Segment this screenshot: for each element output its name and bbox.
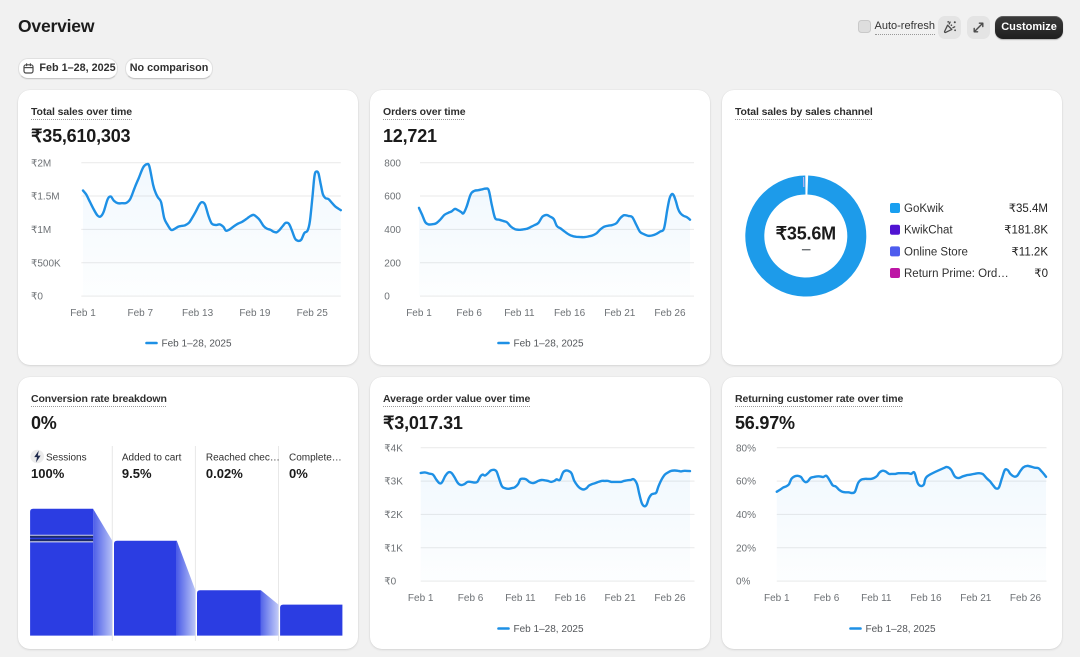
svg-text:Feb 16: Feb 16 [910, 593, 942, 604]
svg-text:₹2K: ₹2K [384, 510, 403, 521]
svg-text:Feb 6: Feb 6 [814, 593, 840, 604]
svg-text:20%: 20% [736, 543, 756, 554]
svg-text:60%: 60% [736, 477, 756, 488]
svg-text:100%: 100% [31, 466, 65, 481]
svg-text:₹11.2K: ₹11.2K [1011, 246, 1048, 258]
svg-text:₹0: ₹0 [31, 292, 43, 303]
svg-text:Feb 13: Feb 13 [182, 308, 214, 319]
svg-text:Feb 11: Feb 11 [504, 308, 535, 319]
svg-text:Feb 6: Feb 6 [456, 308, 482, 319]
svg-text:Online Store: Online Store [904, 246, 968, 258]
svg-text:Feb 26: Feb 26 [1010, 593, 1042, 604]
svg-text:Feb 11: Feb 11 [505, 593, 536, 604]
svg-text:Feb 1–28, 2025: Feb 1–28, 2025 [866, 624, 936, 635]
svg-text:Feb 1: Feb 1 [70, 308, 96, 319]
svg-text:Feb 26: Feb 26 [654, 593, 686, 604]
svg-text:Feb 21: Feb 21 [605, 593, 637, 604]
svg-text:Feb 1–28, 2025: Feb 1–28, 2025 [514, 624, 584, 635]
svg-text:Feb 1: Feb 1 [764, 593, 790, 604]
svg-text:Complete…: Complete… [289, 453, 342, 464]
svg-text:₹1M: ₹1M [31, 225, 51, 236]
svg-text:Feb 1–28, 2025: Feb 1–28, 2025 [514, 339, 584, 350]
svg-text:400: 400 [384, 225, 401, 236]
svg-text:₹0: ₹0 [1034, 268, 1048, 280]
svg-text:₹1K: ₹1K [384, 543, 403, 554]
svg-text:800: 800 [384, 158, 401, 169]
svg-text:₹4K: ₹4K [384, 443, 403, 454]
svg-text:Feb 26: Feb 26 [654, 308, 686, 319]
svg-text:Feb 25: Feb 25 [297, 308, 329, 319]
svg-text:Feb 21: Feb 21 [604, 308, 636, 319]
svg-text:₹2M: ₹2M [31, 158, 51, 169]
svg-text:Feb 19: Feb 19 [239, 308, 271, 319]
svg-text:Feb 11: Feb 11 [861, 593, 892, 604]
svg-text:Feb 1: Feb 1 [408, 593, 434, 604]
svg-text:Feb 1: Feb 1 [406, 308, 432, 319]
svg-text:0.02%: 0.02% [206, 466, 243, 481]
svg-text:Feb 1–28, 2025: Feb 1–28, 2025 [162, 339, 232, 350]
svg-text:Feb 7: Feb 7 [128, 308, 154, 319]
svg-text:600: 600 [384, 192, 401, 203]
svg-text:40%: 40% [736, 510, 756, 521]
svg-text:0%: 0% [736, 577, 751, 588]
svg-text:9.5%: 9.5% [122, 466, 152, 481]
svg-text:0%: 0% [289, 466, 308, 481]
svg-text:₹1.5M: ₹1.5M [31, 192, 60, 203]
svg-text:200: 200 [384, 258, 401, 269]
svg-text:₹35.6M: ₹35.6M [776, 224, 836, 244]
svg-text:KwikChat: KwikChat [904, 225, 953, 237]
svg-text:₹500K: ₹500K [31, 258, 61, 269]
svg-text:GoKwik: GoKwik [904, 203, 944, 215]
svg-text:₹3K: ₹3K [384, 477, 403, 488]
svg-text:0: 0 [384, 292, 390, 303]
svg-text:Reached chec…: Reached chec… [206, 453, 280, 464]
svg-text:Added to cart: Added to cart [122, 453, 182, 464]
svg-text:₹181.8K: ₹181.8K [1004, 225, 1048, 237]
svg-text:Feb 16: Feb 16 [555, 593, 587, 604]
svg-text:Feb 16: Feb 16 [554, 308, 586, 319]
svg-text:Return Prime: Ord…: Return Prime: Ord… [904, 268, 1009, 280]
svg-text:Feb 21: Feb 21 [960, 593, 992, 604]
svg-text:Feb 6: Feb 6 [458, 593, 484, 604]
svg-text:80%: 80% [736, 443, 756, 454]
svg-text:Sessions: Sessions [46, 453, 87, 464]
svg-text:₹0: ₹0 [384, 577, 396, 588]
svg-text:₹35.4M: ₹35.4M [1009, 203, 1048, 215]
